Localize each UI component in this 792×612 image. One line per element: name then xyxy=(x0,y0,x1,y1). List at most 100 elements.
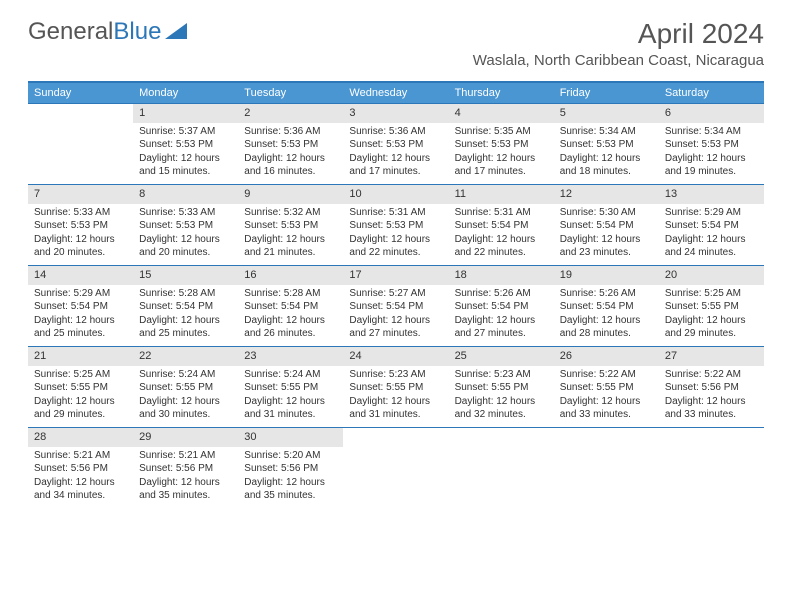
sunset-text: Sunset: 5:56 PM xyxy=(34,462,127,476)
sunrise-text: Sunrise: 5:22 AM xyxy=(560,368,653,382)
week-row: 21Sunrise: 5:25 AMSunset: 5:55 PMDayligh… xyxy=(28,346,764,427)
sunset-text: Sunset: 5:56 PM xyxy=(244,462,337,476)
sunset-text: Sunset: 5:53 PM xyxy=(244,219,337,233)
day-content: Sunrise: 5:25 AMSunset: 5:55 PMDaylight:… xyxy=(659,285,764,345)
sunrise-text: Sunrise: 5:32 AM xyxy=(244,206,337,220)
daylight-text-2: and 31 minutes. xyxy=(244,408,337,422)
daylight-text-2: and 30 minutes. xyxy=(139,408,232,422)
sunrise-text: Sunrise: 5:24 AM xyxy=(139,368,232,382)
daylight-text-1: Daylight: 12 hours xyxy=(665,152,758,166)
sunset-text: Sunset: 5:56 PM xyxy=(139,462,232,476)
sunrise-text: Sunrise: 5:20 AM xyxy=(244,449,337,463)
day-cell: 25Sunrise: 5:23 AMSunset: 5:55 PMDayligh… xyxy=(449,347,554,427)
week-row: 28Sunrise: 5:21 AMSunset: 5:56 PMDayligh… xyxy=(28,427,764,508)
day-content: Sunrise: 5:28 AMSunset: 5:54 PMDaylight:… xyxy=(133,285,238,345)
daylight-text-1: Daylight: 12 hours xyxy=(34,233,127,247)
day-number: 8 xyxy=(133,185,238,204)
sunset-text: Sunset: 5:53 PM xyxy=(139,138,232,152)
daylight-text-1: Daylight: 12 hours xyxy=(455,314,548,328)
day-content: Sunrise: 5:32 AMSunset: 5:53 PMDaylight:… xyxy=(238,204,343,264)
day-content: Sunrise: 5:29 AMSunset: 5:54 PMDaylight:… xyxy=(28,285,133,345)
sunset-text: Sunset: 5:56 PM xyxy=(665,381,758,395)
day-content: Sunrise: 5:20 AMSunset: 5:56 PMDaylight:… xyxy=(238,447,343,507)
daylight-text-2: and 22 minutes. xyxy=(349,246,442,260)
daylight-text-2: and 17 minutes. xyxy=(349,165,442,179)
day-content: Sunrise: 5:22 AMSunset: 5:56 PMDaylight:… xyxy=(659,366,764,426)
day-number: 14 xyxy=(28,266,133,285)
calendar: SundayMondayTuesdayWednesdayThursdayFrid… xyxy=(28,81,764,508)
daylight-text-2: and 32 minutes. xyxy=(455,408,548,422)
daylight-text-1: Daylight: 12 hours xyxy=(455,152,548,166)
daylight-text-2: and 31 minutes. xyxy=(349,408,442,422)
day-cell: 8Sunrise: 5:33 AMSunset: 5:53 PMDaylight… xyxy=(133,185,238,265)
logo-triangle-icon xyxy=(165,18,187,46)
sunrise-text: Sunrise: 5:35 AM xyxy=(455,125,548,139)
day-cell: 24Sunrise: 5:23 AMSunset: 5:55 PMDayligh… xyxy=(343,347,448,427)
sunrise-text: Sunrise: 5:26 AM xyxy=(560,287,653,301)
sunset-text: Sunset: 5:55 PM xyxy=(349,381,442,395)
sunset-text: Sunset: 5:53 PM xyxy=(349,219,442,233)
day-cell: 6Sunrise: 5:34 AMSunset: 5:53 PMDaylight… xyxy=(659,104,764,184)
daylight-text-2: and 35 minutes. xyxy=(244,489,337,503)
daylight-text-1: Daylight: 12 hours xyxy=(139,152,232,166)
sunset-text: Sunset: 5:53 PM xyxy=(34,219,127,233)
sunrise-text: Sunrise: 5:23 AM xyxy=(349,368,442,382)
sunrise-text: Sunrise: 5:27 AM xyxy=(349,287,442,301)
daylight-text-2: and 25 minutes. xyxy=(34,327,127,341)
daylight-text-1: Daylight: 12 hours xyxy=(560,395,653,409)
day-content: Sunrise: 5:21 AMSunset: 5:56 PMDaylight:… xyxy=(28,447,133,507)
logo-text-general: General xyxy=(28,18,113,46)
day-content: Sunrise: 5:31 AMSunset: 5:53 PMDaylight:… xyxy=(343,204,448,264)
daylight-text-2: and 27 minutes. xyxy=(349,327,442,341)
day-content: Sunrise: 5:34 AMSunset: 5:53 PMDaylight:… xyxy=(659,123,764,183)
day-content: Sunrise: 5:35 AMSunset: 5:53 PMDaylight:… xyxy=(449,123,554,183)
day-content: Sunrise: 5:24 AMSunset: 5:55 PMDaylight:… xyxy=(238,366,343,426)
daylight-text-2: and 24 minutes. xyxy=(665,246,758,260)
day-cell-empty xyxy=(343,428,448,508)
weeks-container: 1Sunrise: 5:37 AMSunset: 5:53 PMDaylight… xyxy=(28,103,764,508)
weekday-cell: Saturday xyxy=(659,83,764,103)
day-content: Sunrise: 5:24 AMSunset: 5:55 PMDaylight:… xyxy=(133,366,238,426)
sunrise-text: Sunrise: 5:34 AM xyxy=(560,125,653,139)
daylight-text-2: and 34 minutes. xyxy=(34,489,127,503)
day-content: Sunrise: 5:33 AMSunset: 5:53 PMDaylight:… xyxy=(28,204,133,264)
day-content: Sunrise: 5:36 AMSunset: 5:53 PMDaylight:… xyxy=(343,123,448,183)
day-number: 11 xyxy=(449,185,554,204)
day-cell: 30Sunrise: 5:20 AMSunset: 5:56 PMDayligh… xyxy=(238,428,343,508)
day-cell: 26Sunrise: 5:22 AMSunset: 5:55 PMDayligh… xyxy=(554,347,659,427)
sunrise-text: Sunrise: 5:23 AM xyxy=(455,368,548,382)
day-cell: 20Sunrise: 5:25 AMSunset: 5:55 PMDayligh… xyxy=(659,266,764,346)
day-cell: 15Sunrise: 5:28 AMSunset: 5:54 PMDayligh… xyxy=(133,266,238,346)
daylight-text-1: Daylight: 12 hours xyxy=(665,395,758,409)
daylight-text-2: and 20 minutes. xyxy=(34,246,127,260)
daylight-text-2: and 33 minutes. xyxy=(560,408,653,422)
sunset-text: Sunset: 5:53 PM xyxy=(244,138,337,152)
day-number: 25 xyxy=(449,347,554,366)
day-content: Sunrise: 5:28 AMSunset: 5:54 PMDaylight:… xyxy=(238,285,343,345)
daylight-text-2: and 25 minutes. xyxy=(139,327,232,341)
day-cell: 16Sunrise: 5:28 AMSunset: 5:54 PMDayligh… xyxy=(238,266,343,346)
day-number: 22 xyxy=(133,347,238,366)
day-cell: 14Sunrise: 5:29 AMSunset: 5:54 PMDayligh… xyxy=(28,266,133,346)
sunset-text: Sunset: 5:54 PM xyxy=(455,219,548,233)
daylight-text-1: Daylight: 12 hours xyxy=(244,152,337,166)
daylight-text-2: and 17 minutes. xyxy=(455,165,548,179)
sunrise-text: Sunrise: 5:31 AM xyxy=(349,206,442,220)
sunrise-text: Sunrise: 5:33 AM xyxy=(34,206,127,220)
sunset-text: Sunset: 5:53 PM xyxy=(139,219,232,233)
sunset-text: Sunset: 5:54 PM xyxy=(34,300,127,314)
month-title: April 2024 xyxy=(473,18,764,50)
day-cell: 1Sunrise: 5:37 AMSunset: 5:53 PMDaylight… xyxy=(133,104,238,184)
sunset-text: Sunset: 5:54 PM xyxy=(560,219,653,233)
daylight-text-2: and 15 minutes. xyxy=(139,165,232,179)
sunset-text: Sunset: 5:55 PM xyxy=(139,381,232,395)
day-number: 15 xyxy=(133,266,238,285)
weekday-cell: Tuesday xyxy=(238,83,343,103)
day-number: 12 xyxy=(554,185,659,204)
day-cell: 7Sunrise: 5:33 AMSunset: 5:53 PMDaylight… xyxy=(28,185,133,265)
day-cell: 28Sunrise: 5:21 AMSunset: 5:56 PMDayligh… xyxy=(28,428,133,508)
daylight-text-1: Daylight: 12 hours xyxy=(560,233,653,247)
day-cell: 3Sunrise: 5:36 AMSunset: 5:53 PMDaylight… xyxy=(343,104,448,184)
daylight-text-1: Daylight: 12 hours xyxy=(560,314,653,328)
day-cell: 22Sunrise: 5:24 AMSunset: 5:55 PMDayligh… xyxy=(133,347,238,427)
